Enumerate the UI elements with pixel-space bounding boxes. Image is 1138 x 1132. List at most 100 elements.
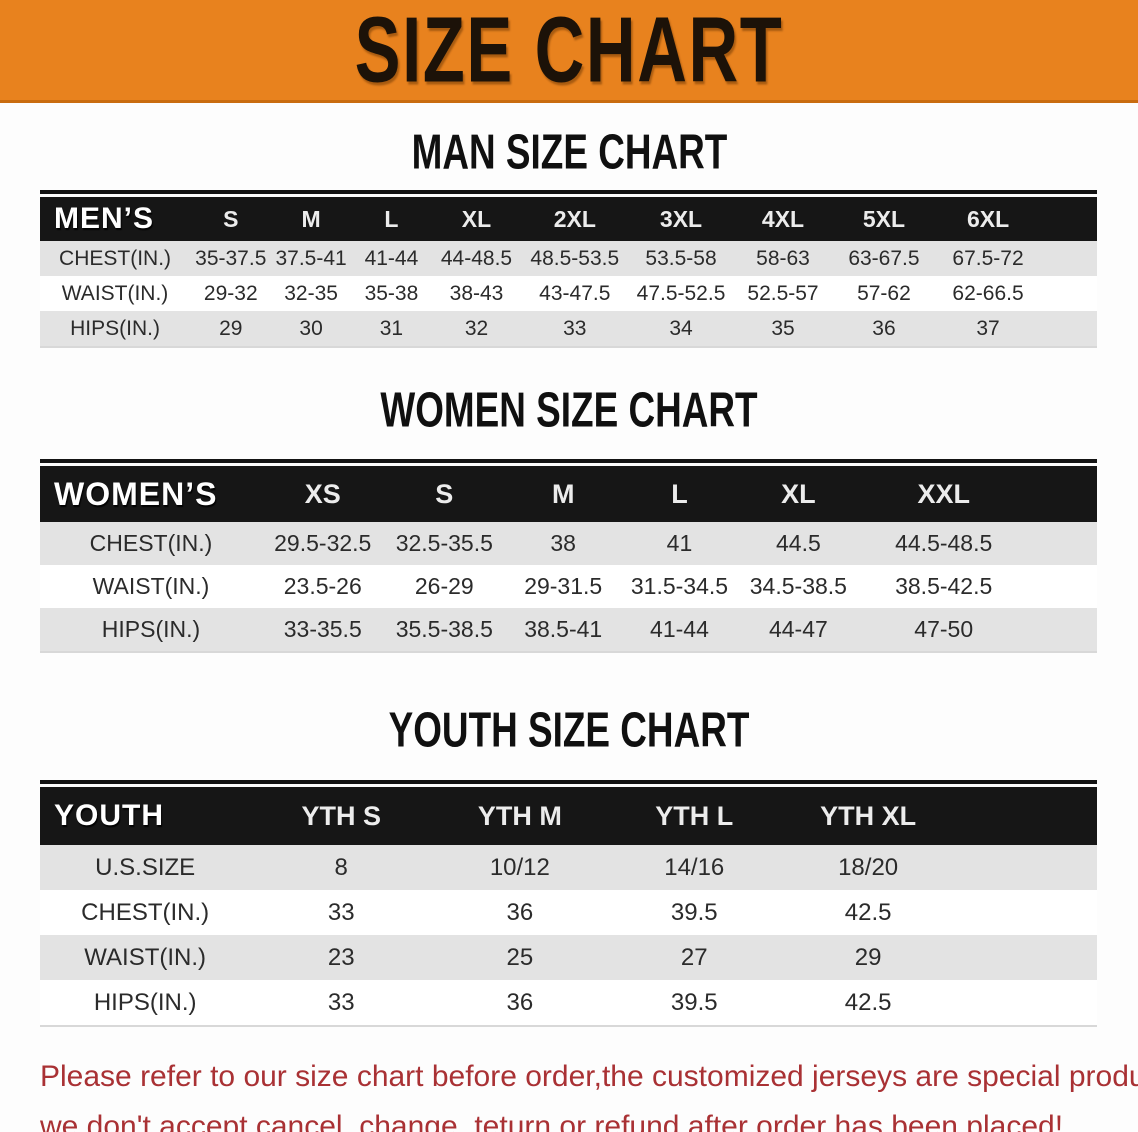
section-heading-men: MAN SIZE CHART — [0, 126, 1138, 178]
size-value-cell: 52.5-57 — [747, 281, 819, 305]
men-size-table: MEN’S S M L XL 2XL 3XL 4XL 5XL 6XL CHEST(IN.) 35-… — [40, 197, 1097, 346]
size-column-header: YTH M — [477, 800, 562, 831]
size-column-header: YTH S — [301, 800, 381, 831]
size-value-cell: 29 — [854, 943, 882, 971]
women-section-title: WOMEN SIZE CHART — [380, 381, 758, 438]
size-column-header: YTH XL — [820, 800, 917, 831]
filler-cell — [955, 980, 1097, 1025]
size-column-header: 6XL — [966, 205, 1010, 232]
size-value-cell: 33 — [327, 988, 355, 1016]
row-label: CHEST(IN.) — [81, 898, 210, 926]
size-column-header: M — [301, 205, 321, 232]
size-column-header: 4XL — [761, 205, 805, 232]
size-value-cell: 26-29 — [414, 573, 474, 599]
row-label: CHEST(IN.) — [59, 246, 172, 270]
size-value-cell: 37.5-41 — [275, 246, 347, 270]
row-label: HIPS(IN.) — [70, 316, 160, 340]
size-value-cell: 39.5 — [670, 988, 718, 1016]
size-value-cell: 38.5-42.5 — [895, 573, 993, 599]
size-value-cell: 25 — [506, 943, 534, 971]
size-value-cell: 67.5-72 — [952, 246, 1024, 270]
disclaimer-line-1: Please refer to our size chart before or… — [40, 1060, 1138, 1093]
size-value-cell: 29-32 — [203, 281, 258, 305]
size-column-header: S — [223, 205, 239, 232]
filler-cell — [1041, 197, 1097, 241]
size-value-cell: 62-66.5 — [952, 281, 1024, 305]
filler-cell — [955, 935, 1097, 980]
youth-size-table: YOUTH YTH S YTH M YTH L YTH XL U.S.SIZE 8 10/… — [40, 787, 1097, 1025]
size-column-header: XXL — [917, 478, 970, 509]
filler-cell — [1028, 608, 1097, 651]
size-value-cell: 53.5-58 — [645, 246, 717, 270]
size-column-header: 5XL — [862, 205, 906, 232]
row-label: WAIST(IN.) — [61, 281, 169, 305]
youth-section-title: YOUTH SIZE CHART — [388, 701, 750, 758]
size-value-cell: 33 — [327, 898, 355, 926]
size-value-cell: 23 — [327, 943, 355, 971]
size-value-cell: 39.5 — [670, 898, 718, 926]
size-column-header: S — [435, 478, 454, 509]
size-value-cell: 41 — [666, 530, 693, 556]
filler-cell — [1028, 522, 1097, 565]
size-value-cell: 44-48.5 — [440, 246, 513, 270]
measurement-row: HIPS(IN.) 33 36 39.5 42.5 — [40, 980, 1097, 1025]
size-value-cell: 23.5-26 — [283, 573, 362, 599]
disclaimer-line-2: we don't accept cancel, change, teturn o… — [40, 1110, 1064, 1132]
size-value-cell: 14/16 — [664, 853, 725, 881]
size-column-header: 3XL — [659, 205, 703, 232]
size-value-cell: 32-35 — [284, 281, 338, 305]
size-chart-banner: SIZE CHART — [0, 0, 1138, 103]
size-value-cell: 58-63 — [756, 246, 810, 270]
section-heading-women: WOMEN SIZE CHART — [0, 381, 1138, 438]
measurement-row: HIPS(IN.) 33-35.5 35.5-38.5 38.5-41 41-44 44-… — [40, 608, 1097, 651]
measurement-row: WAIST(IN.) 23.5-26 26-29 29-31.5 31.5-34.5 34… — [40, 565, 1097, 608]
measurement-row: HIPS(IN.) 29 30 31 32 33 34 35 36 37 — [40, 311, 1097, 346]
size-column-header: XS — [304, 478, 341, 509]
size-value-cell: 27 — [680, 943, 708, 971]
men-size-table-wrap: MEN’S S M L XL 2XL 3XL 4XL 5XL 6XL CHEST(IN.) 35-… — [40, 190, 1097, 348]
size-value-cell: 32 — [464, 316, 489, 340]
size-value-cell: 30 — [299, 316, 323, 340]
size-value-cell: 36 — [506, 898, 534, 926]
filler-cell — [955, 890, 1097, 935]
size-column-header: L — [384, 205, 399, 232]
size-value-cell: 47-50 — [914, 616, 974, 642]
size-value-cell: 31 — [379, 316, 404, 340]
size-value-cell: 33 — [563, 316, 587, 340]
women-table-header-row: WOMEN’S XS S M L XL XXL — [40, 466, 1097, 522]
size-value-cell: 31.5-34.5 — [630, 573, 729, 599]
size-value-cell: 29 — [219, 316, 243, 340]
size-value-cell: 34 — [669, 316, 693, 340]
measurement-row: CHEST(IN.) 29.5-32.5 32.5-35.5 38 41 44.5 44.5… — [40, 522, 1097, 565]
size-column-header: YTH L — [655, 800, 734, 831]
row-label: WAIST(IN.) — [92, 573, 210, 599]
men-table-header-row: MEN’S S M L XL 2XL 3XL 4XL 5XL 6XL — [40, 197, 1097, 241]
page-title: SIZE CHART — [354, 0, 784, 102]
size-value-cell: 35-38 — [364, 281, 419, 305]
size-value-cell: 38-43 — [449, 281, 504, 305]
size-column-header: M — [551, 478, 575, 509]
youth-size-table-wrap: YOUTH YTH S YTH M YTH L YTH XL U.S.SIZE 8 10/… — [40, 780, 1097, 1027]
measurement-row: CHEST(IN.) 33 36 39.5 42.5 — [40, 890, 1097, 935]
size-value-cell: 43-47.5 — [539, 281, 611, 305]
filler-cell — [955, 845, 1097, 890]
size-value-cell: 35 — [771, 316, 795, 340]
size-value-cell: 36 — [506, 988, 534, 1016]
size-value-cell: 42.5 — [844, 988, 892, 1016]
size-value-cell: 37 — [976, 316, 1000, 340]
size-value-cell: 63-67.5 — [848, 246, 920, 270]
women-size-table: WOMEN’S XS S M L XL XXL CHEST(IN.) 29.5-32.5 32… — [40, 466, 1097, 651]
row-label: U.S.SIZE — [95, 853, 196, 881]
size-value-cell: 29.5-32.5 — [274, 530, 372, 556]
filler-cell — [1041, 241, 1097, 276]
size-value-cell: 41-44 — [650, 616, 709, 642]
size-value-cell: 8 — [334, 853, 348, 881]
size-column-header: L — [671, 478, 688, 509]
measurement-row: CHEST(IN.) 35-37.5 37.5-41 41-44 44-48.5 48.5… — [40, 241, 1097, 276]
size-value-cell: 32.5-35.5 — [395, 530, 493, 556]
size-column-header: XL — [781, 478, 816, 509]
filler-cell — [1028, 466, 1097, 522]
measurement-row: U.S.SIZE 8 10/12 14/16 18/20 — [40, 845, 1097, 890]
youth-table-title: YOUTH — [54, 799, 164, 832]
order-disclaimer: Please refer to our size chart before or… — [40, 1052, 1138, 1132]
